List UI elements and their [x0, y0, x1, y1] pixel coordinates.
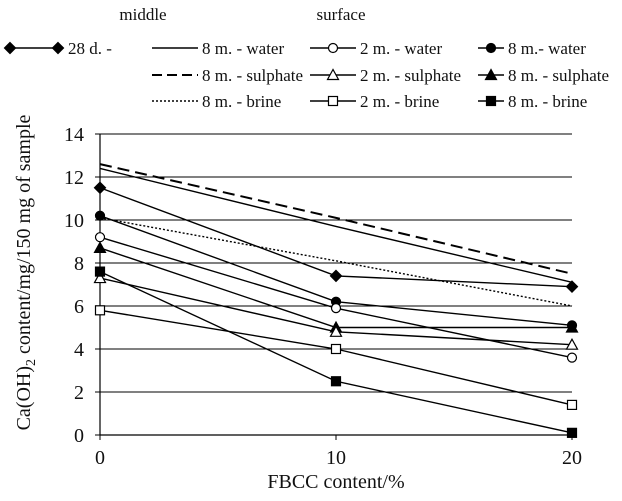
x-tick-label-20: 20	[562, 447, 582, 469]
svg-text:Ca(OH)2 content/mg/150 mg of s: Ca(OH)2 content/mg/150 mg of sample	[13, 114, 39, 430]
legend-marker-s2_brine	[327, 95, 339, 107]
legend-marker-s8_water	[485, 42, 497, 54]
series-line-mid_water	[99, 167, 573, 284]
series-mid_sulphate	[99, 163, 573, 275]
series-line-s8_sulphate	[99, 247, 572, 329]
point-s8_sulphate-0	[93, 241, 107, 254]
point-s8_brine-2	[566, 427, 578, 438]
point-d28-2	[565, 280, 579, 293]
legend-label-s2_brine: 2 m. - brine	[360, 92, 439, 111]
y-tick-label-6: 6	[74, 296, 84, 318]
legend-entry-s8_water: 8 m.- water	[478, 39, 586, 58]
point-s8_brine-0	[94, 266, 106, 277]
series-s2_water	[94, 232, 578, 363]
point-d28-1	[329, 269, 343, 283]
point-s2_brine-0	[94, 305, 106, 316]
point-s2_brine-2	[566, 399, 578, 410]
point-s8_sulphate-2	[565, 320, 579, 333]
y-axis-label: Ca(OH)2 content/mg/150 mg of sample	[13, 114, 39, 430]
legend-heading-1: surface	[316, 5, 365, 24]
point-d28-0	[93, 181, 107, 195]
series-group	[93, 163, 579, 438]
point-s2_brine-1	[330, 343, 342, 355]
legend-entry-mid_brine: 8 m. - brine	[152, 92, 281, 111]
legend-label-s8_sulphate: 8 m. - sulphate	[508, 66, 609, 85]
y-axis-label-subscript: 2	[24, 359, 39, 366]
y-tick-label-12: 12	[64, 167, 84, 189]
legend-entry-s2_water: 2 m. - water	[310, 39, 442, 58]
legend: middle 8 m. - water 8 m. - sulphate 8 m. - …	[3, 5, 609, 111]
legend-entry-s2_brine: 2 m. - brine	[310, 92, 439, 111]
y-tick-label-14: 14	[64, 124, 84, 146]
point-s8_brine-1	[330, 376, 342, 387]
point-s2_sulphate-0	[93, 271, 107, 284]
legend-label-s8_water: 8 m.- water	[508, 39, 586, 58]
legend-label-s2_sulphate: 2 m. - sulphate	[360, 66, 461, 85]
x-axis-label: FBCC content/%	[267, 471, 404, 493]
series-line-mid_brine	[99, 217, 573, 307]
series-mid_water	[99, 167, 573, 284]
series-s2_brine	[94, 305, 578, 410]
legend-heading-0: middle	[119, 5, 166, 24]
point-s2_water-1	[330, 303, 342, 314]
series-d28	[93, 181, 579, 293]
legend-label-mid_brine: 8 m. - brine	[202, 92, 281, 111]
y-tick-label-10: 10	[64, 210, 84, 232]
series-s8_brine	[94, 266, 578, 438]
legend-label-mid_water: 8 m. - water	[202, 39, 284, 58]
point-s2_water-0	[94, 232, 106, 243]
legend-marker-s8_sulphate	[484, 68, 498, 81]
y-axis-label-main: Ca(OH)	[13, 366, 35, 430]
y-tick-label-4: 4	[74, 339, 84, 361]
axes	[95, 133, 573, 440]
gridlines	[100, 133, 572, 436]
point-s2_sulphate-2	[565, 337, 579, 350]
legend-entry-d28: 28 d. -	[3, 39, 112, 58]
series-mid_brine	[99, 217, 573, 307]
legend-entry-s8_sulphate: 8 m. - sulphate	[478, 66, 609, 85]
y-axis-label-rest: content/mg/150 mg of sample	[13, 114, 35, 359]
legend-entry-mid_sulphate: 8 m. - sulphate	[152, 66, 303, 85]
legend-marker-s2_water	[327, 42, 339, 54]
legend-label-s8_brine: 8 m. - brine	[508, 92, 587, 111]
y-tick-label-8: 8	[74, 253, 84, 275]
point-s8_water-0	[94, 210, 106, 221]
tick-labels: 0 2 4 6 8 10 12 14 0 10 20	[64, 124, 582, 469]
y-tick-label-2: 2	[74, 382, 84, 404]
y-tick-label-0: 0	[74, 425, 84, 447]
legend-label-s2_water: 2 m. - water	[360, 39, 442, 58]
legend-marker-s2_sulphate	[326, 68, 340, 81]
legend-entry-s2_sulphate: 2 m. - sulphate	[310, 66, 461, 85]
legend-marker-d28-right	[51, 41, 65, 55]
x-tick-label-10: 10	[326, 447, 346, 469]
legend-label-d28: 28 d. -	[68, 39, 112, 58]
legend-entry-mid_water: 8 m. - water	[152, 39, 284, 58]
x-tick-label-0: 0	[95, 447, 105, 469]
point-s2_sulphate-1	[329, 325, 343, 337]
legend-entry-s8_brine: 8 m. - brine	[478, 92, 587, 111]
legend-marker-s8_brine	[485, 95, 497, 107]
legend-label-mid_sulphate: 8 m. - sulphate	[202, 66, 303, 85]
series-line-mid_sulphate	[99, 163, 573, 275]
point-s2_water-2	[566, 352, 578, 363]
series-s2_sulphate	[93, 271, 579, 350]
legend-marker-d28-left	[3, 41, 17, 55]
